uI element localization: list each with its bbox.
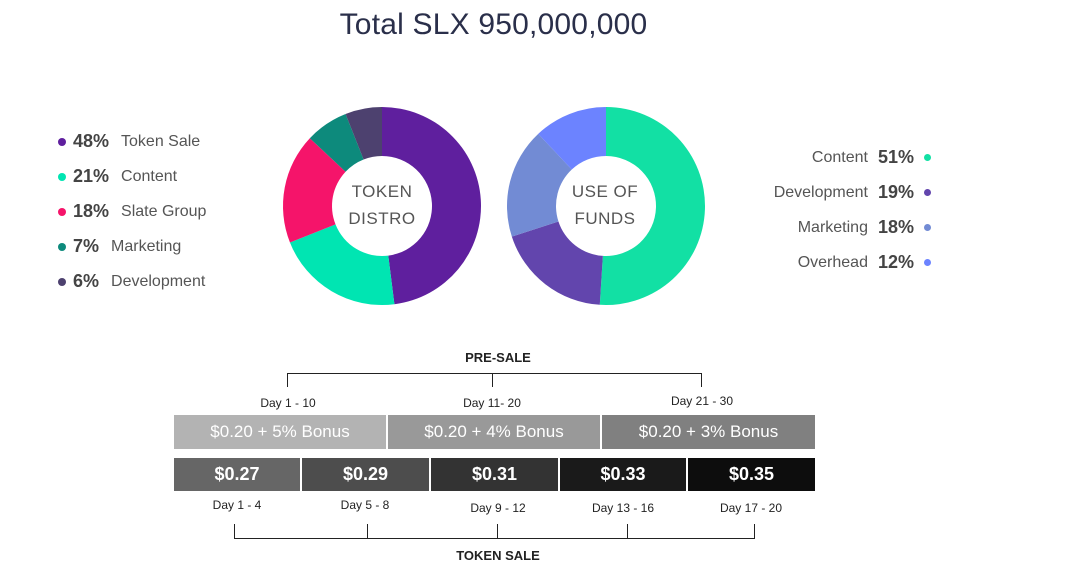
legend-pct: 19% [877, 182, 914, 202]
presale-day-label: Day 1 - 10 [260, 396, 316, 410]
legend-label: Content [811, 148, 868, 166]
legend-item-marketing: 7% Marketing [58, 229, 206, 264]
center-label-line: USE OF [571, 182, 639, 201]
donut-slice-marketing [309, 113, 364, 172]
token-price-bar: $0.35 [688, 458, 815, 491]
legend-label: Slate Group [121, 202, 207, 220]
tokensale-day-label: Day 13 - 16 [591, 501, 655, 515]
legend-item-content: 21% Content [58, 159, 206, 194]
legend-dot [924, 224, 931, 231]
tokensale-day-label: Day 17 - 20 [719, 501, 783, 515]
donut-slice-slate-group [282, 138, 346, 243]
tokensale-label: TOKEN SALE [456, 548, 540, 563]
tokensale-bracket-tick [627, 524, 628, 539]
donut-slice-development [345, 107, 382, 160]
legend-pct: 12% [877, 252, 914, 272]
token-distro-center-label: TOKEN DISTRO [327, 178, 437, 232]
donut-charts [282, 107, 705, 306]
legend-pct: 21% [73, 166, 110, 186]
legend-dot [58, 207, 66, 216]
donut-slice-content [599, 107, 705, 305]
center-label-line: DISTRO [348, 209, 416, 228]
token-price-bar: $0.33 [560, 458, 686, 491]
legend-label: Overhead [797, 253, 868, 271]
legend-label: Token Sale [121, 132, 201, 150]
legend-pct: 48% [73, 131, 110, 151]
legend-label: Marketing [111, 237, 182, 255]
center-label-line: TOKEN [351, 182, 413, 201]
legend-item-development: 6% Development [58, 264, 206, 299]
legend-item-token-sale: 48% Token Sale [58, 124, 206, 159]
legend-dot [58, 242, 66, 251]
center-label-line: FUNDS [574, 209, 636, 228]
token-distro-legend: 48% Token Sale 21% Content 18% Slate Gro… [58, 124, 206, 299]
donut-slice-token-sale [382, 107, 482, 305]
legend-item-development: Development 19% [774, 175, 931, 210]
tokensale-day-label: Day 5 - 8 [340, 498, 390, 512]
tokensale-day-label: Day 9 - 12 [470, 501, 526, 515]
legend-label: Content [121, 167, 178, 185]
presale-bonus-bar: $0.20 + 5% Bonus [174, 415, 386, 449]
presale-bracket-tick [492, 373, 493, 387]
use-of-funds-legend: Content 51% Development 19% Marketing 18… [774, 140, 931, 280]
page-title: Total SLX 950,000,000 [339, 8, 648, 41]
legend-pct: 7% [73, 236, 100, 256]
legend-pct: 18% [73, 201, 110, 221]
presale-day-label: Day 21 - 30 [670, 394, 734, 408]
legend-dot [58, 137, 66, 146]
tokensale-day-label: Day 1 - 4 [212, 498, 262, 512]
presale-bonus-bar: $0.20 + 3% Bonus [602, 415, 815, 449]
tokensale-bracket-tick [497, 524, 498, 539]
donut-slice-content [289, 224, 395, 306]
donut-slice-development [511, 221, 603, 305]
token-price-bar: $0.31 [431, 458, 558, 491]
legend-label: Development [111, 272, 206, 290]
token-price-bar: $0.29 [302, 458, 429, 491]
presale-bonus-bar: $0.20 + 4% Bonus [388, 415, 600, 449]
legend-item-content: Content 51% [774, 140, 931, 175]
legend-pct: 51% [877, 147, 914, 167]
donut-slice-marketing [507, 133, 572, 237]
tokensale-bracket [234, 524, 755, 539]
legend-pct: 18% [877, 217, 914, 237]
legend-item-slate-group: 18% Slate Group [58, 194, 206, 229]
presale-label: PRE-SALE [465, 350, 531, 365]
legend-dot [58, 277, 66, 286]
legend-dot [924, 189, 931, 196]
legend-dot [924, 154, 931, 161]
presale-day-label: Day 11- 20 [463, 396, 521, 410]
legend-item-overhead: Overhead 12% [774, 245, 931, 280]
legend-dot [924, 259, 931, 266]
legend-dot [58, 172, 66, 181]
donut-slice-overhead [538, 107, 606, 170]
legend-label: Marketing [797, 218, 868, 236]
use-of-funds-center-label: USE OF FUNDS [550, 178, 660, 232]
legend-pct: 6% [73, 271, 100, 291]
legend-label: Development [773, 183, 868, 201]
tokensale-bracket-tick [367, 524, 368, 539]
legend-item-marketing: Marketing 18% [774, 210, 931, 245]
token-price-bar: $0.27 [174, 458, 300, 491]
presale-bracket [287, 373, 702, 387]
